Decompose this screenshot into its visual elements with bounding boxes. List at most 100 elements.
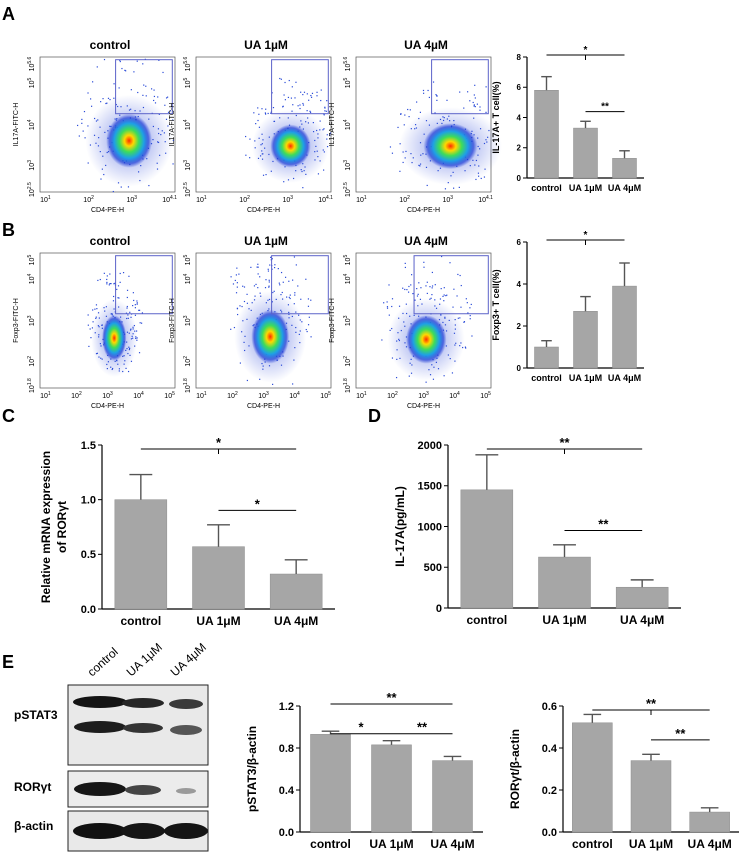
event-dot — [302, 187, 304, 189]
event-dot — [127, 370, 130, 373]
event-dot — [474, 97, 476, 99]
event-dot — [265, 113, 267, 115]
event-dot — [292, 177, 295, 180]
event-dot — [453, 119, 455, 122]
event-dot — [409, 362, 411, 364]
tick-exponent: 5 — [172, 391, 175, 397]
event-dot — [445, 330, 448, 332]
event-dot — [262, 368, 264, 370]
event-dot — [445, 295, 447, 297]
event-dot — [314, 159, 316, 161]
y-tick-label: 2000 — [418, 440, 442, 452]
event-dot — [78, 135, 80, 137]
event-dot — [103, 307, 105, 309]
event-dot — [248, 345, 250, 347]
event-dot — [444, 317, 446, 319]
event-dot — [295, 326, 297, 329]
event-dot — [268, 298, 271, 301]
tick-exponent: 4 — [141, 391, 144, 397]
tick-exponent: 1.8 — [27, 378, 33, 385]
event-dot — [107, 97, 110, 99]
x-tick-label: 104.1 — [318, 195, 333, 204]
tick-exponent: 2.5 — [183, 182, 189, 189]
event-dot — [452, 306, 454, 308]
event-dot — [305, 278, 307, 280]
event-dot — [115, 103, 117, 106]
event-dot — [404, 325, 406, 327]
event-dot — [118, 87, 120, 89]
event-dot — [137, 171, 140, 173]
event-dot — [470, 303, 472, 306]
event-dot — [259, 378, 261, 380]
event-dot — [287, 96, 290, 99]
event-dot — [314, 151, 316, 153]
event-dot — [456, 295, 458, 297]
y-axis-label: pSTAT3/β-actin — [245, 726, 259, 812]
event-dot — [133, 299, 135, 302]
event-dot — [261, 150, 263, 152]
event-dot — [414, 124, 417, 126]
significance-label: * — [358, 720, 364, 735]
event-dot — [145, 95, 147, 97]
flow-title: UA 4µM — [404, 234, 448, 248]
event-dot — [391, 357, 394, 359]
event-dot — [469, 318, 471, 320]
event-dot — [100, 101, 102, 103]
y-tick-label: 0.5 — [81, 549, 96, 561]
x-tick-label: 101 — [356, 195, 367, 204]
event-dot — [477, 154, 479, 156]
event-dot — [262, 174, 265, 176]
tick-exponent: 4 — [27, 273, 33, 276]
event-dot — [232, 283, 235, 285]
event-dot — [434, 299, 436, 301]
event-dot — [267, 270, 270, 272]
event-dot — [288, 280, 290, 282]
wb-band — [73, 823, 127, 839]
event-dot — [101, 358, 103, 360]
event-dot — [410, 153, 412, 155]
event-dot — [284, 276, 287, 278]
event-dot — [258, 126, 261, 128]
event-dot — [291, 110, 293, 112]
bar — [689, 811, 730, 833]
x-tick-label: 102 — [387, 391, 398, 400]
event-dot — [474, 106, 476, 108]
event-dot — [420, 154, 422, 156]
event-dot — [99, 343, 102, 345]
event-dot — [120, 106, 122, 108]
tick-base: 10 — [185, 276, 192, 284]
tick-exponent: 4 — [27, 119, 33, 122]
tick-exponent: 4.1 — [326, 195, 333, 201]
tick-base: 10 — [196, 197, 204, 204]
event-dot — [139, 322, 141, 324]
y-axis-label: RORγt/β-actin — [508, 729, 522, 809]
event-dot — [261, 133, 263, 135]
event-dot — [135, 337, 137, 340]
x-tick-label: 103 — [418, 391, 429, 400]
event-dot — [259, 292, 261, 294]
event-dot — [439, 303, 441, 305]
event-dot — [120, 186, 122, 188]
event-dot — [92, 321, 94, 323]
tick-exponent: 1.8 — [343, 378, 349, 385]
event-dot — [398, 305, 401, 307]
event-dot — [429, 286, 431, 288]
event-dot — [389, 146, 392, 148]
tick-base: 10 — [283, 197, 291, 204]
event-dot — [386, 301, 388, 303]
event-dot — [138, 309, 140, 311]
event-dot — [397, 126, 399, 129]
event-dot — [109, 273, 111, 275]
event-dot — [420, 287, 422, 289]
event-dot — [268, 365, 271, 367]
x-tick-label: 104.1 — [478, 195, 493, 204]
event-dot — [307, 324, 310, 326]
event-dot — [409, 315, 411, 317]
event-dot — [235, 274, 237, 276]
event-dot — [310, 94, 312, 97]
y-axis-label: IL-17A(pg/mL) — [393, 486, 407, 567]
bar-chart-pstat3: 0.0 0.4 0.8 1.2 pSTAT3/β-actin control UA 1μM U… — [245, 690, 483, 851]
tick-exponent: 3 — [426, 391, 429, 397]
flow-title: UA 4µM — [404, 38, 448, 52]
event-dot — [142, 106, 145, 109]
